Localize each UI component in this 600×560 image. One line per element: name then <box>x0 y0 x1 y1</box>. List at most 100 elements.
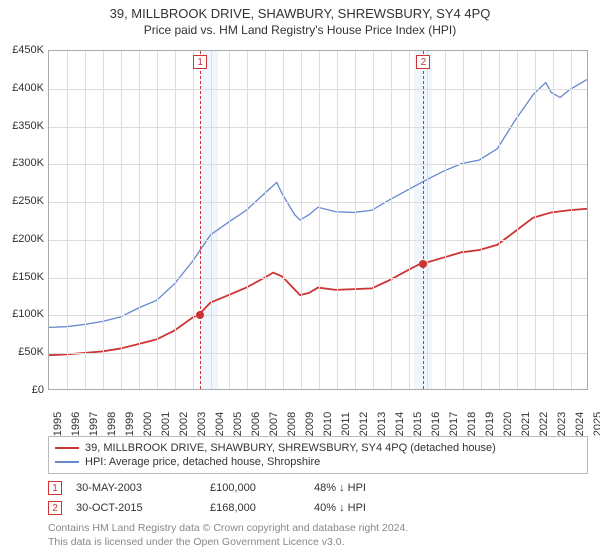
gridline-vertical <box>193 51 194 389</box>
gridline-vertical <box>517 51 518 389</box>
legend-swatch <box>55 461 79 463</box>
x-axis-tick-label: 2016 <box>430 412 442 436</box>
event-date: 30-OCT-2015 <box>76 502 196 514</box>
gridline-vertical <box>301 51 302 389</box>
x-axis-tick-label: 1997 <box>88 412 100 436</box>
legend-swatch <box>55 447 79 449</box>
legend-row: HPI: Average price, detached house, Shro… <box>55 455 581 469</box>
gridline-vertical <box>67 51 68 389</box>
event-data-marker <box>419 260 427 268</box>
gridline-vertical <box>463 51 464 389</box>
x-axis-tick-label: 2006 <box>250 412 262 436</box>
x-axis-tick-label: 2011 <box>340 412 352 436</box>
gridline-vertical <box>535 51 536 389</box>
y-axis-tick-label: £200K <box>2 233 44 245</box>
chart-subtitle: Price paid vs. HM Land Registry's House … <box>0 21 600 41</box>
event-price: £168,000 <box>210 502 300 514</box>
gridline-horizontal <box>49 164 587 165</box>
event-delta: 40% ↓ HPI <box>314 502 414 514</box>
gridline-vertical <box>481 51 482 389</box>
gridline-vertical <box>85 51 86 389</box>
event-row: 1 30-MAY-2003 £100,000 48% ↓ HPI <box>48 478 588 498</box>
event-date: 30-MAY-2003 <box>76 482 196 494</box>
gridline-vertical <box>445 51 446 389</box>
x-axis-tick-label: 1998 <box>106 412 118 436</box>
x-axis-tick-label: 2003 <box>196 412 208 436</box>
gridline-vertical <box>103 51 104 389</box>
gridline-vertical <box>247 51 248 389</box>
y-axis-tick-label: £50K <box>2 346 44 358</box>
gridline-vertical <box>319 51 320 389</box>
x-axis-tick-label: 2010 <box>322 412 334 436</box>
gridline-vertical <box>211 51 212 389</box>
gridline-horizontal <box>49 89 587 90</box>
y-axis-tick-label: £400K <box>2 82 44 94</box>
x-axis-tick-label: 2023 <box>556 412 568 436</box>
gridline-vertical <box>139 51 140 389</box>
event-number-box: 2 <box>48 501 62 515</box>
x-axis-tick-label: 2002 <box>178 412 190 436</box>
x-axis-tick-label: 2007 <box>268 412 280 436</box>
x-axis-tick-label: 2024 <box>574 412 586 436</box>
chart-lines-svg <box>49 51 587 389</box>
x-axis-tick-label: 2020 <box>502 412 514 436</box>
gridline-vertical <box>355 51 356 389</box>
chart-title: 39, MILLBROOK DRIVE, SHAWBURY, SHREWSBUR… <box>0 0 600 21</box>
y-axis-tick-label: £450K <box>2 44 44 56</box>
gridline-vertical <box>373 51 374 389</box>
x-axis-tick-label: 1996 <box>70 412 82 436</box>
event-vertical-line <box>423 51 424 389</box>
gridline-vertical <box>157 51 158 389</box>
x-axis-tick-label: 2018 <box>466 412 478 436</box>
event-data-marker <box>196 311 204 319</box>
event-number-box: 1 <box>48 481 62 495</box>
gridline-vertical <box>571 51 572 389</box>
legend-label: HPI: Average price, detached house, Shro… <box>85 456 320 468</box>
x-axis-tick-label: 2021 <box>520 412 532 436</box>
gridline-horizontal <box>49 315 587 316</box>
y-axis-tick-label: £100K <box>2 308 44 320</box>
footer-attribution: Contains HM Land Registry data © Crown c… <box>48 522 588 549</box>
gridline-vertical <box>427 51 428 389</box>
event-marker-box: 2 <box>416 55 430 69</box>
x-axis-tick-label: 2012 <box>358 412 370 436</box>
gridline-vertical <box>499 51 500 389</box>
x-axis-tick-label: 2025 <box>592 412 600 436</box>
x-axis-tick-label: 2008 <box>286 412 298 436</box>
series-line-hpi <box>49 80 587 328</box>
gridline-horizontal <box>49 353 587 354</box>
gridline-horizontal <box>49 202 587 203</box>
x-axis-tick-label: 2000 <box>142 412 154 436</box>
gridline-vertical <box>553 51 554 389</box>
gridline-vertical <box>337 51 338 389</box>
x-axis-tick-label: 2013 <box>376 412 388 436</box>
x-axis-tick-label: 2014 <box>394 412 406 436</box>
y-axis-tick-label: £250K <box>2 195 44 207</box>
gridline-vertical <box>283 51 284 389</box>
x-axis-tick-label: 2005 <box>232 412 244 436</box>
gridline-horizontal <box>49 240 587 241</box>
y-axis-tick-label: £150K <box>2 271 44 283</box>
gridline-vertical <box>121 51 122 389</box>
x-axis-tick-label: 1995 <box>52 412 64 436</box>
chart-container: 39, MILLBROOK DRIVE, SHAWBURY, SHREWSBUR… <box>0 0 600 560</box>
event-vertical-line <box>200 51 201 389</box>
gridline-vertical <box>409 51 410 389</box>
footer-line-1: Contains HM Land Registry data © Crown c… <box>48 522 588 536</box>
x-axis-tick-label: 1999 <box>124 412 136 436</box>
y-axis-tick-label: £300K <box>2 157 44 169</box>
event-price: £100,000 <box>210 482 300 494</box>
event-row: 2 30-OCT-2015 £168,000 40% ↓ HPI <box>48 498 588 518</box>
x-axis-tick-label: 2017 <box>448 412 460 436</box>
gridline-vertical <box>229 51 230 389</box>
footer-line-2: This data is licensed under the Open Gov… <box>48 536 588 550</box>
y-axis-tick-label: £350K <box>2 120 44 132</box>
gridline-vertical <box>265 51 266 389</box>
legend-row: 39, MILLBROOK DRIVE, SHAWBURY, SHREWSBUR… <box>55 441 581 455</box>
x-axis-tick-label: 2022 <box>538 412 550 436</box>
events-table: 1 30-MAY-2003 £100,000 48% ↓ HPI 2 30-OCT-201… <box>48 478 588 518</box>
event-delta: 48% ↓ HPI <box>314 482 414 494</box>
x-axis-tick-label: 2015 <box>412 412 424 436</box>
x-axis-tick-label: 2004 <box>214 412 226 436</box>
series-line-property <box>49 209 587 355</box>
